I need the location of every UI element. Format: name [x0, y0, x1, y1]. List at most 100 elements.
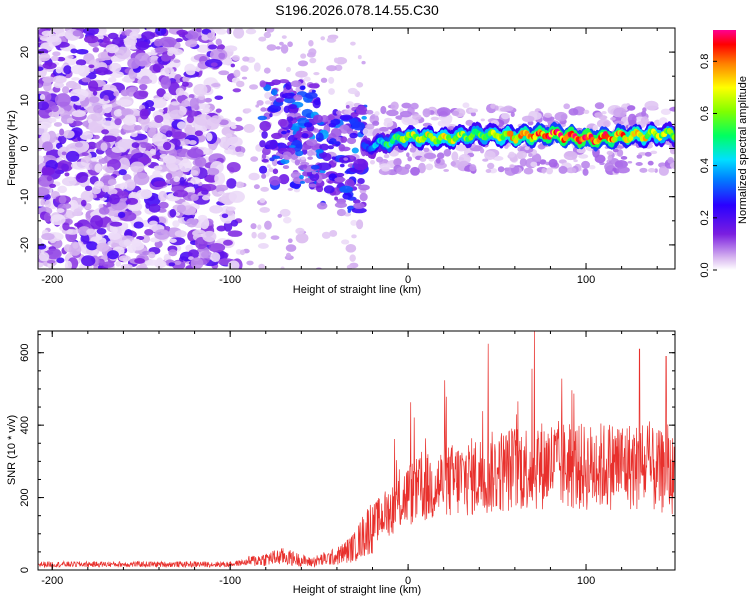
- heatmap-cell: [190, 194, 199, 201]
- heatmap-cell: [130, 161, 145, 173]
- heatmap-cell: [206, 132, 213, 142]
- heatmap-cell: [224, 45, 238, 52]
- heatmap-cell: [583, 109, 590, 114]
- heatmap-cell: [537, 143, 546, 150]
- colorbar-tick-label: 0.0: [699, 262, 711, 277]
- heatmap-cell: [101, 185, 110, 193]
- heatmap-cell: [49, 183, 57, 188]
- heatmap-cell: [349, 155, 355, 160]
- heatmap-cell: [268, 175, 281, 186]
- heatmap-cell: [48, 111, 60, 118]
- colorbar: 0.0 0.2 0.4 0.6 0.8 Normalized spectral ampl…: [699, 30, 749, 278]
- heatmap-cell: [290, 80, 302, 88]
- colorbar-label: Normalized spectral amplitude: [737, 76, 749, 224]
- heatmap-cell: [50, 214, 66, 226]
- heatmap-cell: [639, 167, 648, 173]
- heatmap-cell: [165, 172, 173, 180]
- heatmap-cell: [116, 190, 129, 199]
- heatmap-cell: [118, 169, 127, 176]
- heatmap-cell: [658, 165, 669, 176]
- heatmap-cell: [65, 176, 75, 182]
- y-tick-label: 10: [19, 94, 31, 106]
- heatmap-cell: [38, 101, 50, 111]
- heatmap-cell: [404, 163, 411, 170]
- heatmap-cell: [153, 165, 163, 171]
- colorbar-gradient: [713, 30, 736, 270]
- y-tick-label: 0: [19, 567, 31, 573]
- heatmap-cell: [667, 157, 674, 164]
- heatmap-cell: [379, 126, 389, 132]
- heatmap-cell: [459, 160, 469, 167]
- heatmap-cell: [269, 112, 273, 118]
- heatmap-cell: [320, 36, 326, 41]
- heatmap-cell: [122, 123, 136, 131]
- heatmap-cell: [380, 106, 387, 115]
- heatmap-cell: [131, 241, 145, 251]
- heatmap-cell: [485, 168, 492, 174]
- heatmap-cell: [347, 196, 357, 201]
- heatmap-cell: [660, 108, 672, 115]
- heatmap-cell: [53, 122, 63, 127]
- heatmap-cell: [135, 41, 150, 51]
- heatmap-cell: [307, 156, 314, 160]
- heatmap-cell: [279, 41, 284, 46]
- heatmap-cell: [270, 235, 280, 240]
- heatmap-cell: [271, 132, 283, 140]
- heatmap-cell: [245, 28, 257, 35]
- heatmap-cell: [41, 233, 55, 241]
- heatmap-cell: [187, 148, 204, 159]
- heatmap-cell: [436, 107, 451, 117]
- heatmap-cell: [259, 120, 271, 132]
- snr-x-axis-label: Height of straight line (km): [293, 584, 421, 596]
- figure-title: S196.2026.078.14.55.C30: [275, 2, 439, 18]
- heatmap-cell: [334, 196, 339, 201]
- heatmap-cell: [150, 49, 156, 53]
- heatmap-cell: [339, 185, 354, 193]
- heatmap-cell: [359, 192, 368, 202]
- heatmap-cell: [61, 163, 70, 172]
- heatmap-cell: [52, 75, 67, 84]
- heatmap-cell: [279, 208, 291, 217]
- ridge-cell: [671, 134, 675, 141]
- heatmap-cell: [71, 110, 86, 118]
- heatmap-cell: [173, 59, 181, 64]
- heatmap-cell: [494, 105, 499, 111]
- heatmap-cell: [260, 107, 267, 112]
- heatmap-cell: [250, 223, 257, 230]
- heatmap-cell: [113, 109, 123, 117]
- heatmap-cell: [141, 31, 156, 40]
- heatmap-cell: [74, 142, 84, 148]
- heatmap-cell: [148, 203, 161, 213]
- heatmap-y-ticks: -20 -10 0 10 20: [19, 27, 675, 270]
- heatmap-cell: [612, 148, 619, 153]
- heatmap-cell: [149, 106, 156, 112]
- heatmap-cell: [105, 43, 120, 54]
- heatmap-cell: [108, 193, 120, 205]
- heatmap-cell: [102, 135, 117, 143]
- y-tick-label: 200: [19, 488, 31, 506]
- heatmap-cell: [303, 164, 308, 169]
- heatmap-cell: [144, 259, 160, 266]
- heatmap-cell: [309, 172, 320, 182]
- heatmap-cell: [627, 160, 633, 164]
- heatmap-cell: [168, 262, 176, 267]
- heatmap-cell: [335, 141, 341, 146]
- heatmap-cell: [610, 116, 616, 121]
- heatmap-cell: [365, 123, 375, 130]
- heatmap-cell: [107, 188, 118, 196]
- heatmap-cell: [49, 117, 57, 123]
- heatmap-cell: [345, 244, 357, 253]
- heatmap-cell: [208, 44, 218, 50]
- heatmap-cell: [131, 110, 142, 116]
- heatmap-cell: [304, 92, 318, 99]
- heatmap-cell: [115, 260, 122, 267]
- heatmap-cell: [38, 53, 51, 62]
- y-tick-label: 20: [19, 46, 31, 58]
- heatmap-cell: [374, 111, 380, 116]
- heatmap-cell: [484, 150, 496, 160]
- heatmap-cell: [650, 150, 658, 155]
- heatmap-cell: [42, 141, 53, 152]
- heatmap-cell: [265, 139, 278, 150]
- heatmap-cell: [310, 164, 320, 170]
